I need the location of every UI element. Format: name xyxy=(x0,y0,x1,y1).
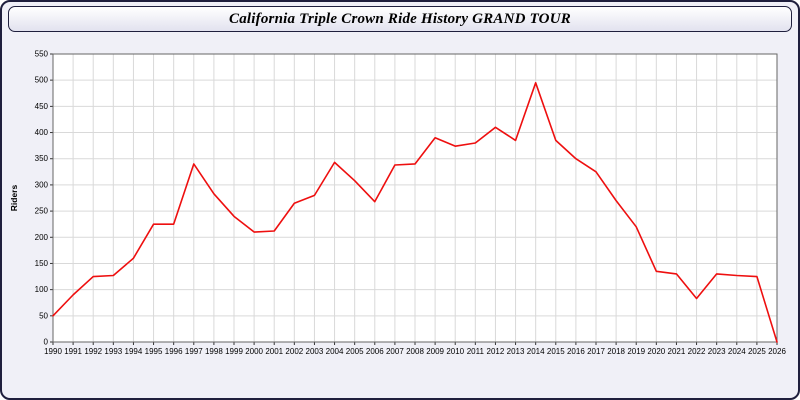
svg-text:2013: 2013 xyxy=(507,347,525,356)
svg-text:2021: 2021 xyxy=(668,347,686,356)
svg-text:2022: 2022 xyxy=(688,347,706,356)
svg-text:2002: 2002 xyxy=(285,347,303,356)
svg-text:2010: 2010 xyxy=(446,347,464,356)
svg-text:1998: 1998 xyxy=(205,347,223,356)
svg-text:2000: 2000 xyxy=(245,347,263,356)
svg-text:1997: 1997 xyxy=(185,347,203,356)
svg-text:500: 500 xyxy=(35,76,49,85)
svg-text:550: 550 xyxy=(35,50,49,59)
svg-text:2024: 2024 xyxy=(728,347,746,356)
svg-text:2012: 2012 xyxy=(487,347,505,356)
chart-container: 0 50 100 150 200 250 300 350 400 450 500 550 1990 199… xyxy=(7,42,793,394)
svg-text:2005: 2005 xyxy=(346,347,364,356)
svg-text:2008: 2008 xyxy=(406,347,424,356)
svg-text:150: 150 xyxy=(35,259,49,268)
svg-text:1996: 1996 xyxy=(165,347,183,356)
svg-text:2009: 2009 xyxy=(426,347,444,356)
svg-text:1990: 1990 xyxy=(44,347,62,356)
svg-text:1991: 1991 xyxy=(64,347,82,356)
svg-text:2020: 2020 xyxy=(647,347,665,356)
svg-text:100: 100 xyxy=(35,285,49,294)
svg-text:1993: 1993 xyxy=(104,347,122,356)
svg-text:2016: 2016 xyxy=(567,347,585,356)
svg-text:350: 350 xyxy=(35,154,49,163)
svg-text:2018: 2018 xyxy=(607,347,625,356)
chart-title-bar: California Triple Crown Ride History GRA… xyxy=(8,6,792,32)
svg-text:2015: 2015 xyxy=(547,347,565,356)
svg-text:400: 400 xyxy=(35,128,49,137)
svg-text:2004: 2004 xyxy=(326,347,344,356)
svg-text:2006: 2006 xyxy=(366,347,384,356)
svg-text:1995: 1995 xyxy=(145,347,163,356)
svg-text:2023: 2023 xyxy=(708,347,726,356)
svg-text:450: 450 xyxy=(35,102,49,111)
svg-text:1999: 1999 xyxy=(225,347,243,356)
svg-text:1992: 1992 xyxy=(84,347,102,356)
svg-text:Riders: Riders xyxy=(9,185,19,212)
svg-text:2017: 2017 xyxy=(587,347,605,356)
svg-text:2019: 2019 xyxy=(627,347,645,356)
svg-text:2011: 2011 xyxy=(467,347,485,356)
svg-text:2003: 2003 xyxy=(306,347,324,356)
svg-text:0: 0 xyxy=(44,338,49,347)
svg-text:2001: 2001 xyxy=(265,347,283,356)
svg-text:2025: 2025 xyxy=(748,347,766,356)
chart-title: California Triple Crown Ride History GRA… xyxy=(229,10,571,27)
svg-text:50: 50 xyxy=(39,311,48,320)
svg-text:2014: 2014 xyxy=(527,347,545,356)
svg-text:1994: 1994 xyxy=(125,347,143,356)
svg-text:2026: 2026 xyxy=(768,347,786,356)
svg-text:2007: 2007 xyxy=(386,347,404,356)
svg-text:200: 200 xyxy=(35,233,49,242)
svg-text:300: 300 xyxy=(35,180,49,189)
svg-text:250: 250 xyxy=(35,207,49,216)
